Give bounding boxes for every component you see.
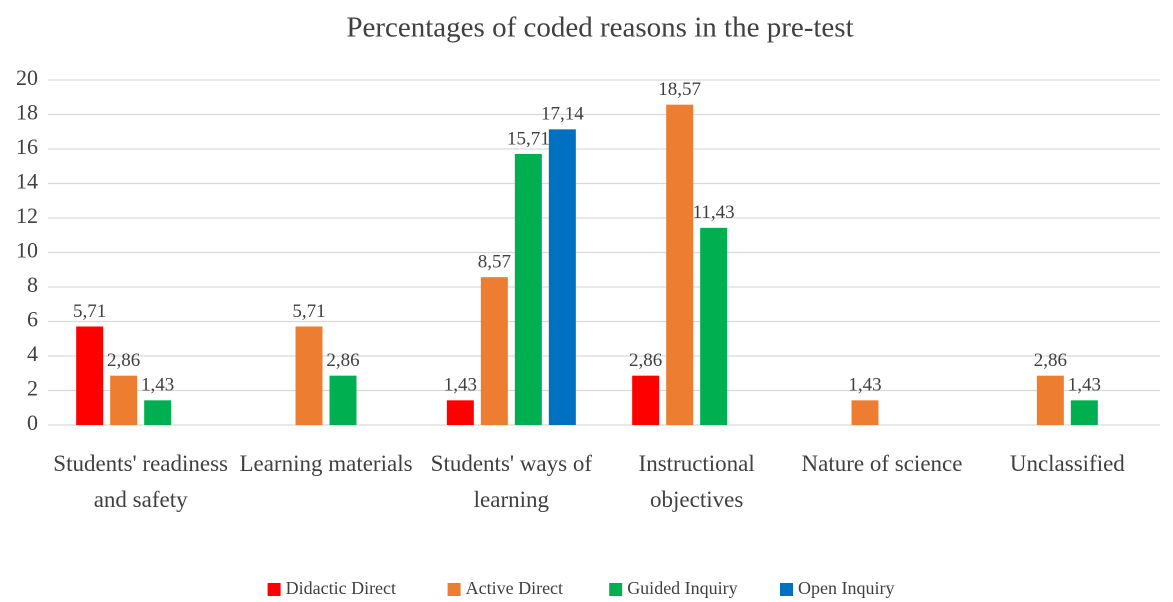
data-label: 5,71 <box>292 301 325 322</box>
y-tick-label: 20 <box>16 65 38 90</box>
legend-label: Active Direct <box>466 578 563 598</box>
y-tick-label: 10 <box>16 238 38 263</box>
data-label: 1,43 <box>1068 375 1101 396</box>
bar <box>1070 400 1098 425</box>
data-label: 17,14 <box>541 104 584 125</box>
data-label: 2,86 <box>1034 350 1067 371</box>
legend-label: Didactic Direct <box>286 578 396 598</box>
y-tick-label: 6 <box>27 307 38 332</box>
bar <box>329 375 357 425</box>
legend-swatch <box>609 583 623 596</box>
data-label: 2,86 <box>326 350 359 371</box>
data-label: 1,43 <box>141 375 174 396</box>
bar <box>632 375 660 425</box>
chart-title: Percentages of coded reasons in the pre-… <box>346 12 853 44</box>
data-label: 18,57 <box>658 79 701 100</box>
x-tick-label: Students' readiness and safety <box>53 451 228 512</box>
data-label: 11,43 <box>693 202 735 223</box>
bar <box>700 227 728 425</box>
y-tick-label: 18 <box>16 100 38 125</box>
y-tick-label: 0 <box>27 410 38 435</box>
data-label: 2,86 <box>629 350 662 371</box>
bar <box>446 400 474 425</box>
y-tick-label: 8 <box>27 272 38 297</box>
data-label: 1,43 <box>444 375 477 396</box>
data-label: 15,71 <box>507 128 550 149</box>
y-tick-label: 2 <box>27 376 38 401</box>
legend-label: Open Inquiry <box>798 578 894 598</box>
bar <box>548 129 576 425</box>
data-label: 5,71 <box>73 301 106 322</box>
y-tick-label: 16 <box>16 134 38 159</box>
bar <box>514 154 542 425</box>
x-tick-label: Nature of science <box>801 451 963 476</box>
y-tick-label: 14 <box>16 169 38 194</box>
legend-swatch <box>780 583 793 596</box>
legend-swatch <box>267 583 281 596</box>
bar <box>1036 375 1064 425</box>
bar <box>295 326 323 425</box>
y-tick-label: 4 <box>27 341 38 366</box>
bar <box>480 277 508 425</box>
x-tick-label: Instructional objectives <box>638 451 755 512</box>
bar <box>666 104 694 425</box>
bar <box>851 400 879 425</box>
x-tick-label: Students' ways of learning <box>430 451 592 512</box>
bar <box>76 326 104 425</box>
x-tick-label: Learning materials <box>239 451 413 476</box>
data-label: 1,43 <box>848 375 881 396</box>
bar <box>110 375 138 425</box>
x-tick-label: Unclassified <box>1009 451 1125 476</box>
y-tick-label: 12 <box>16 203 38 228</box>
bar <box>144 400 172 425</box>
data-label: 2,86 <box>107 350 140 371</box>
legend-swatch <box>447 583 461 596</box>
data-label: 8,57 <box>478 252 511 273</box>
legend-label: Guided Inquiry <box>627 578 737 598</box>
